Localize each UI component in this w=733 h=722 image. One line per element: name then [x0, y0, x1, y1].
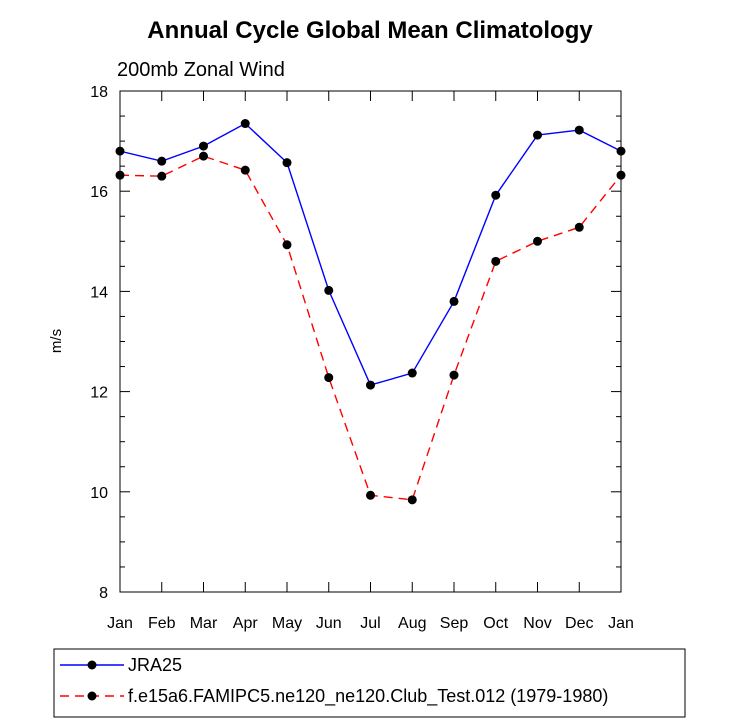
data-point-series-2	[324, 373, 334, 383]
series-layer	[115, 119, 626, 505]
x-tick-label: Apr	[233, 615, 259, 632]
x-tick-label: Feb	[148, 615, 176, 632]
y-tick-label: 10	[90, 485, 108, 502]
data-point-series-2	[157, 171, 167, 181]
legend-box	[53, 648, 686, 718]
data-point-series-1	[449, 296, 459, 306]
data-point-series-2	[533, 236, 542, 246]
y-tick-label: 14	[90, 284, 108, 301]
data-point-series-2	[199, 151, 208, 161]
x-tick-label: Jan	[107, 615, 133, 632]
data-point-series-2	[366, 490, 375, 500]
data-point-series-1	[199, 141, 208, 151]
data-point-series-2	[449, 370, 459, 380]
y-axis-label: m/s	[48, 329, 65, 353]
x-tick-label: Dec	[565, 615, 593, 632]
y-tick-label: 16	[90, 184, 108, 201]
x-tick-label: Oct	[483, 615, 508, 632]
data-point-series-1	[574, 125, 584, 135]
data-point-series-2	[282, 240, 292, 250]
legend: JRA25 f.e15a6.FAMIPC5.ne120_ne120.Club_Te…	[53, 648, 686, 718]
x-tick-label: May	[272, 615, 302, 632]
data-point-series-1	[407, 368, 417, 378]
data-point-series-1	[282, 158, 292, 168]
x-tick-label: Nov	[523, 615, 551, 632]
data-point-series-1	[324, 285, 334, 295]
series-line-1	[119, 122, 622, 386]
y-tick-label: 12	[90, 385, 108, 402]
x-tick-label: Jun	[316, 615, 342, 632]
legend-marker-2	[87, 691, 97, 701]
data-point-series-2	[574, 222, 584, 232]
data-point-series-1	[533, 130, 542, 140]
x-tick-label: Sep	[440, 615, 469, 632]
data-point-series-1	[366, 380, 375, 390]
legend-label-2: f.e15a6.FAMIPC5.ne120_ne120.Club_Test.01…	[128, 686, 608, 707]
data-point-series-2	[407, 495, 417, 505]
chart-subtitle: 200mb Zonal Wind	[117, 59, 285, 81]
series-line-2	[119, 155, 622, 501]
axes-layer: 8 10 12 14 16 18 Jan Feb Mar Apr May Jun Jul Aug Sep Oc…	[90, 84, 634, 632]
plot-frame	[119, 90, 622, 593]
x-tick-label: Aug	[398, 615, 426, 632]
data-point-series-1	[157, 156, 167, 166]
y-tick-label: 18	[90, 84, 108, 101]
legend-marker-1	[87, 660, 97, 670]
legend-label-1: JRA25	[128, 655, 182, 675]
x-tick-label: Jan	[608, 615, 634, 632]
y-tick-label: 8	[99, 585, 108, 602]
data-point-series-2	[240, 165, 250, 175]
x-tick-label: Mar	[190, 615, 218, 632]
legend-items: JRA25 f.e15a6.FAMIPC5.ne120_ne120.Club_Te…	[60, 655, 608, 707]
x-tick-label: Jul	[360, 615, 380, 632]
data-point-series-1	[491, 190, 501, 200]
chart-title: Annual Cycle Global Mean Climatology	[147, 17, 593, 44]
data-point-series-1	[240, 119, 250, 129]
data-point-series-2	[491, 256, 501, 266]
